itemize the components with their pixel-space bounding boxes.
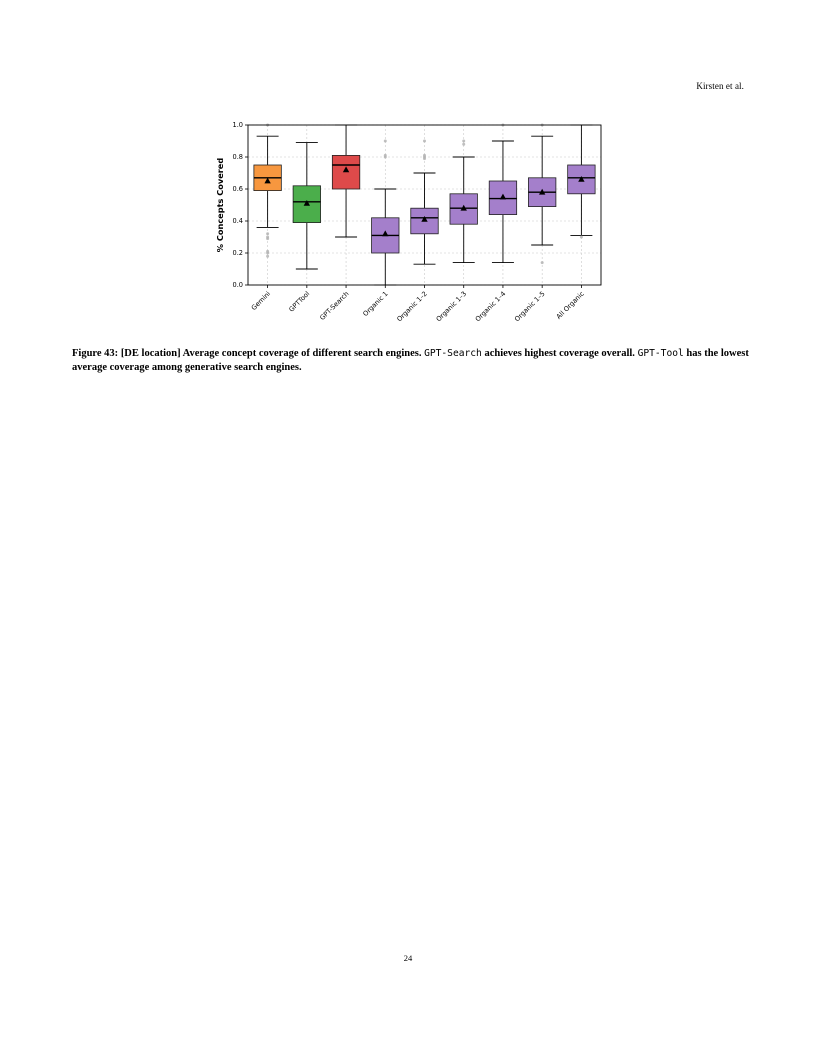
outlier-point (266, 251, 270, 255)
mean-marker (303, 200, 311, 206)
outlier-point (462, 142, 466, 146)
y-tick-label: 0.8 (233, 153, 244, 161)
caption-text-2: has the lowest average coverage among ge… (72, 348, 749, 373)
outlier-point (423, 139, 426, 143)
x-tick-label: GPT-Search (318, 290, 350, 322)
y-tick-label: 0.4 (233, 217, 244, 225)
outlier-point (383, 139, 387, 143)
caption-title: [DE location] Average concept coverage o… (118, 348, 422, 359)
mean-marker (578, 176, 585, 182)
y-tick-label: 1.0 (233, 121, 244, 129)
caption-text-1: achieves highest coverage overall. (481, 348, 635, 359)
x-tick-label: All Organic (555, 289, 586, 320)
mean-marker (421, 216, 428, 222)
x-tick-label: Gemini (250, 290, 272, 312)
outlier-point (423, 157, 426, 161)
mean-marker (264, 177, 271, 184)
mean-marker (499, 193, 507, 200)
outlier-point (266, 237, 270, 241)
outlier-point (383, 155, 387, 159)
box-6 (488, 180, 518, 215)
figure-caption: Figure 43: [DE location] Average concept… (72, 347, 752, 375)
caption-label: Figure 43: (72, 348, 119, 359)
x-tick-label: Organic 1 (361, 290, 389, 318)
mean-marker (538, 188, 546, 195)
y-tick-label: 0.2 (233, 249, 244, 257)
x-tick-label: GPTTool (287, 290, 311, 314)
outlier-point (540, 261, 544, 265)
running-head: Kirsten et al. (696, 81, 744, 91)
x-tick-label: Organic 1–5 (513, 290, 547, 324)
caption-code-gpt-tool: GPT-Tool (637, 348, 684, 359)
figure-43: 0.0 0.2 0.4 0.6 0.8 1.0 Gemini GPTTool GPT-Searc… (210, 115, 620, 330)
y-axis-label: % Concepts Covered (215, 158, 225, 253)
y-tick-label: 0.6 (233, 185, 244, 193)
x-tick-label: Organic 1–3 (435, 290, 469, 324)
mean-marker (382, 230, 389, 237)
page-number: 24 (403, 953, 413, 963)
outlier-point (266, 232, 270, 236)
x-tick-label: Organic 1–2 (395, 290, 429, 324)
outlier-point (579, 235, 583, 239)
mean-marker (342, 166, 350, 173)
outlier-point (462, 139, 466, 143)
y-tick-label: 0.0 (233, 281, 244, 289)
x-tick-label: Organic 1–4 (474, 290, 508, 324)
outlier-point (266, 254, 270, 258)
caption-code-gpt-search: GPT-Search (424, 348, 482, 359)
mean-marker (460, 204, 467, 211)
box-plot-chart: 0.0 0.2 0.4 0.6 0.8 1.0 Gemini GPTTool GPT-Searc… (215, 121, 602, 324)
